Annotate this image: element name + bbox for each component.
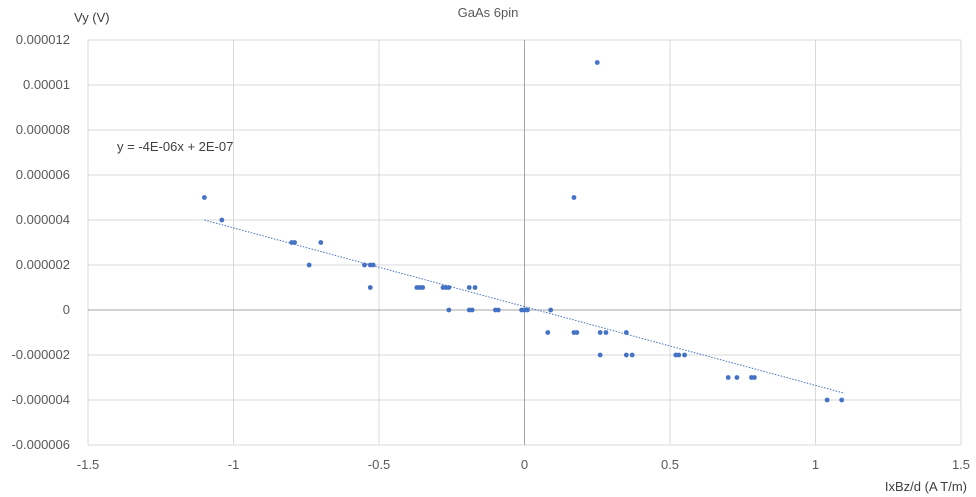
data-point — [594, 60, 600, 65]
data-point — [597, 352, 603, 358]
data-point — [623, 330, 629, 335]
data-point — [306, 262, 312, 268]
data-point — [202, 195, 207, 200]
data-point — [495, 307, 501, 313]
data-point — [370, 262, 376, 268]
data-point — [367, 285, 373, 290]
trendline-equation: y = -4E-06x + 2E-07 — [117, 139, 233, 154]
y-tick-label: 0 — [63, 302, 70, 317]
data-point — [525, 307, 530, 313]
data-point — [725, 375, 731, 380]
data-point — [292, 240, 298, 245]
y-tick-label: 0.000006 — [16, 167, 70, 182]
data-point — [603, 330, 609, 335]
data-point — [571, 195, 577, 200]
data-point — [469, 307, 475, 313]
data-point — [623, 352, 629, 358]
x-tick-label: 0.5 — [661, 457, 679, 472]
y-tick-label: 0.00001 — [23, 77, 70, 92]
x-tick-label: 1 — [812, 457, 819, 472]
chart-title: GaAs 6pin — [458, 5, 519, 20]
data-point — [751, 375, 757, 380]
y-axis-label: Vy (V) — [74, 10, 110, 25]
data-point — [219, 217, 225, 223]
data-point — [318, 240, 324, 245]
tick-labels: -0.000006 -0.000004 -0.000002 0 0.000002 0.00… — [11, 32, 970, 472]
data-point — [548, 307, 554, 313]
data-point — [676, 352, 682, 358]
trendline-group — [204, 219, 845, 394]
axes — [88, 40, 961, 445]
data-point — [420, 285, 426, 290]
data-points — [202, 60, 845, 403]
data-point — [682, 352, 687, 358]
y-tick-label: 0.000008 — [16, 122, 70, 137]
x-tick-label: 1.5 — [952, 457, 970, 472]
data-point — [734, 375, 740, 380]
data-point — [574, 330, 580, 335]
x-axis-label: IxBz/d (A T/m) — [885, 479, 967, 494]
x-tick-label: -1 — [228, 457, 240, 472]
data-point — [545, 330, 551, 335]
y-tick-label: -0.000006 — [11, 437, 70, 452]
x-tick-label: 0 — [521, 457, 528, 472]
x-tick-label: -0.5 — [368, 457, 390, 472]
data-point — [466, 285, 472, 290]
data-point — [597, 330, 603, 335]
trendline — [204, 219, 845, 394]
y-tick-label: -0.000002 — [11, 347, 70, 362]
data-point — [629, 352, 635, 358]
data-point — [362, 262, 367, 268]
y-tick-label: 0.000004 — [16, 212, 70, 227]
data-point — [446, 307, 452, 313]
y-tick-label: 0.000002 — [16, 257, 70, 272]
y-tick-label: 0.000012 — [16, 32, 70, 47]
y-tick-label: -0.000004 — [11, 392, 70, 407]
x-tick-label: -1.5 — [77, 457, 99, 472]
data-point — [446, 285, 452, 290]
data-point — [839, 397, 845, 403]
data-point — [824, 397, 830, 403]
data-point — [472, 285, 478, 290]
